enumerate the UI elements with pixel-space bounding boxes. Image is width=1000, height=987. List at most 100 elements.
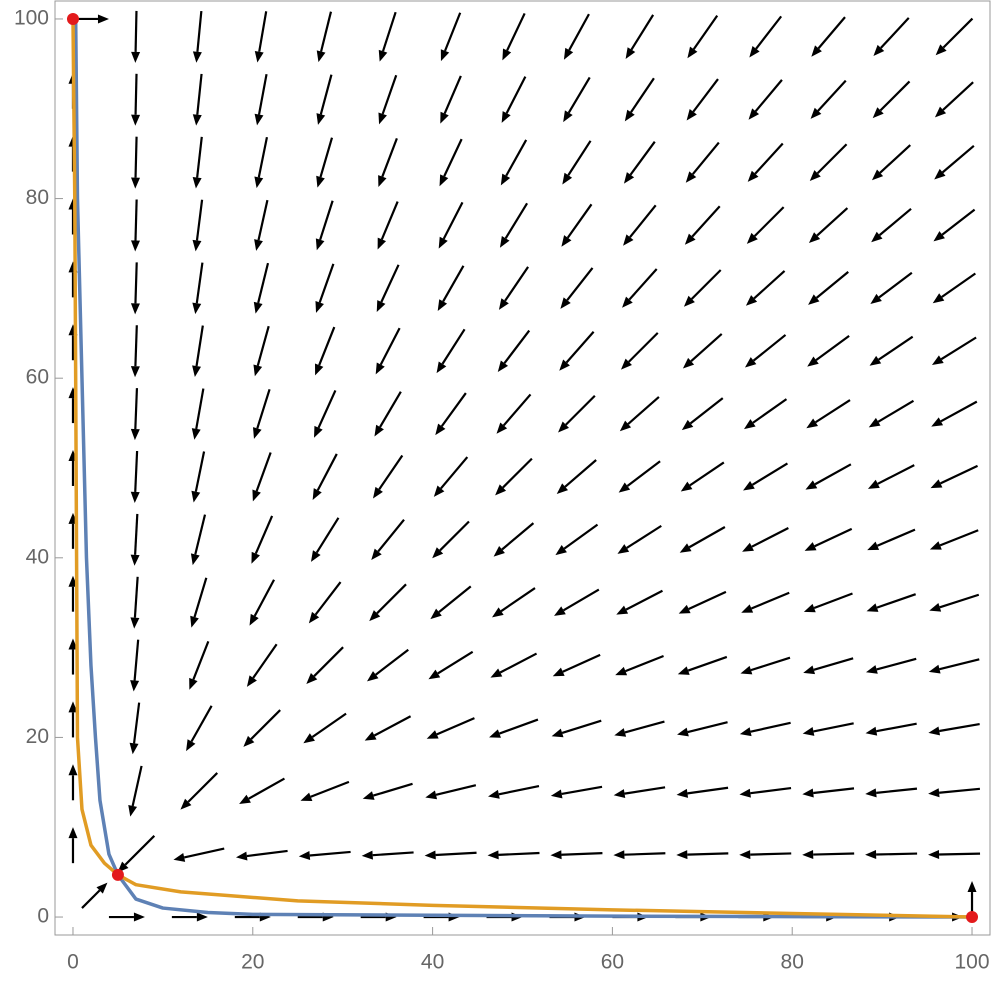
arrow-head: [933, 231, 945, 242]
arrow: [488, 785, 540, 799]
arrow-shaft: [880, 17, 910, 49]
arrow-head: [189, 677, 198, 690]
arrow-shaft: [941, 144, 975, 174]
arrow-head: [678, 604, 691, 614]
arrow-shaft: [692, 78, 719, 113]
y-tick-label: 20: [26, 725, 49, 748]
arrow-head: [677, 666, 690, 675]
arrow-shaft: [688, 526, 726, 549]
arrow-head: [623, 234, 634, 246]
arrow-head: [254, 113, 264, 126]
arrow: [551, 719, 602, 738]
arrow-shaft: [315, 517, 340, 554]
arrow-head: [495, 484, 507, 496]
arrow: [744, 398, 788, 430]
arrow: [866, 593, 917, 612]
arrow-head: [739, 727, 752, 737]
arrow: [563, 13, 590, 60]
arrow-shaft: [192, 640, 210, 680]
arrow: [742, 526, 789, 552]
x-tick-label: 100: [954, 951, 989, 974]
arrow-head: [809, 170, 821, 182]
arrow-head: [617, 544, 630, 554]
arrow-head: [130, 428, 140, 441]
arrow: [425, 784, 477, 800]
arrow-head: [739, 850, 751, 860]
arrow: [254, 74, 268, 126]
arrow-shaft: [817, 16, 846, 50]
arrow-shaft: [877, 399, 915, 423]
arrow-head: [253, 301, 263, 314]
arrow: [316, 137, 334, 188]
arrow-shaft: [183, 847, 225, 859]
arrow-shaft: [440, 456, 469, 490]
arrow: [614, 720, 665, 737]
arrow: [872, 80, 911, 119]
arrow-head: [623, 172, 635, 184]
arrow-head: [251, 551, 260, 564]
plot-frame: [54, 0, 991, 936]
arrow: [870, 271, 913, 305]
arrow-shaft: [561, 785, 603, 795]
arrow-head: [866, 603, 879, 612]
arrow-shaft: [375, 648, 409, 676]
arrow-shaft: [751, 462, 789, 486]
arrow-shaft: [750, 656, 791, 672]
arrow-head: [192, 114, 202, 126]
arrow: [376, 264, 400, 312]
arrow-shaft: [630, 14, 655, 51]
arrow-head: [555, 545, 567, 556]
arrow-head: [131, 177, 141, 189]
arrow-shaft: [379, 327, 401, 366]
arrow-head: [308, 611, 320, 624]
arrow-head: [186, 739, 196, 752]
equilibrium-point: [66, 12, 79, 25]
arrow: [502, 12, 526, 61]
arrow: [871, 207, 912, 243]
arrow-shaft: [248, 777, 285, 800]
arrow-head: [192, 365, 201, 377]
arrow-shaft: [257, 262, 270, 304]
arrow-head: [687, 46, 698, 59]
arrow-shaft: [503, 329, 531, 364]
arrow-head: [374, 424, 384, 437]
arrow-shaft: [442, 265, 465, 302]
arrow-head: [497, 360, 509, 372]
arrow-head: [316, 50, 326, 63]
arrow: [868, 399, 915, 428]
arrow-shaft: [318, 326, 336, 366]
arrow: [130, 388, 140, 441]
arrow: [550, 850, 603, 860]
arrow-head: [371, 548, 382, 561]
arrow-head: [362, 791, 375, 800]
arrow-shaft: [628, 268, 658, 301]
arrow: [615, 654, 664, 676]
arrow-shaft: [444, 12, 462, 52]
arrow: [315, 263, 335, 313]
arrow: [173, 847, 225, 862]
arrow-shaft: [625, 654, 664, 673]
arrow: [686, 78, 719, 121]
arrow: [681, 397, 724, 431]
arrow: [867, 464, 915, 489]
arrow-shaft: [941, 208, 976, 236]
arrow-head: [369, 610, 381, 622]
arrow-shaft: [133, 639, 140, 681]
arrow-head: [502, 48, 512, 61]
arrow-shaft: [195, 325, 204, 367]
arrow-head: [130, 240, 140, 252]
arrow: [556, 459, 597, 494]
arrow-shaft: [372, 851, 414, 857]
arrow: [743, 462, 789, 491]
arrow: [364, 715, 412, 741]
arrow-head: [440, 49, 450, 62]
arrow-head: [802, 850, 814, 860]
arrow-head: [315, 301, 324, 313]
arrow-shaft: [379, 391, 402, 428]
arrow: [808, 271, 849, 305]
arrow: [934, 81, 974, 118]
arrow-shaft: [625, 589, 663, 611]
arrow-head: [680, 481, 693, 492]
arrow-shaft: [134, 10, 138, 52]
